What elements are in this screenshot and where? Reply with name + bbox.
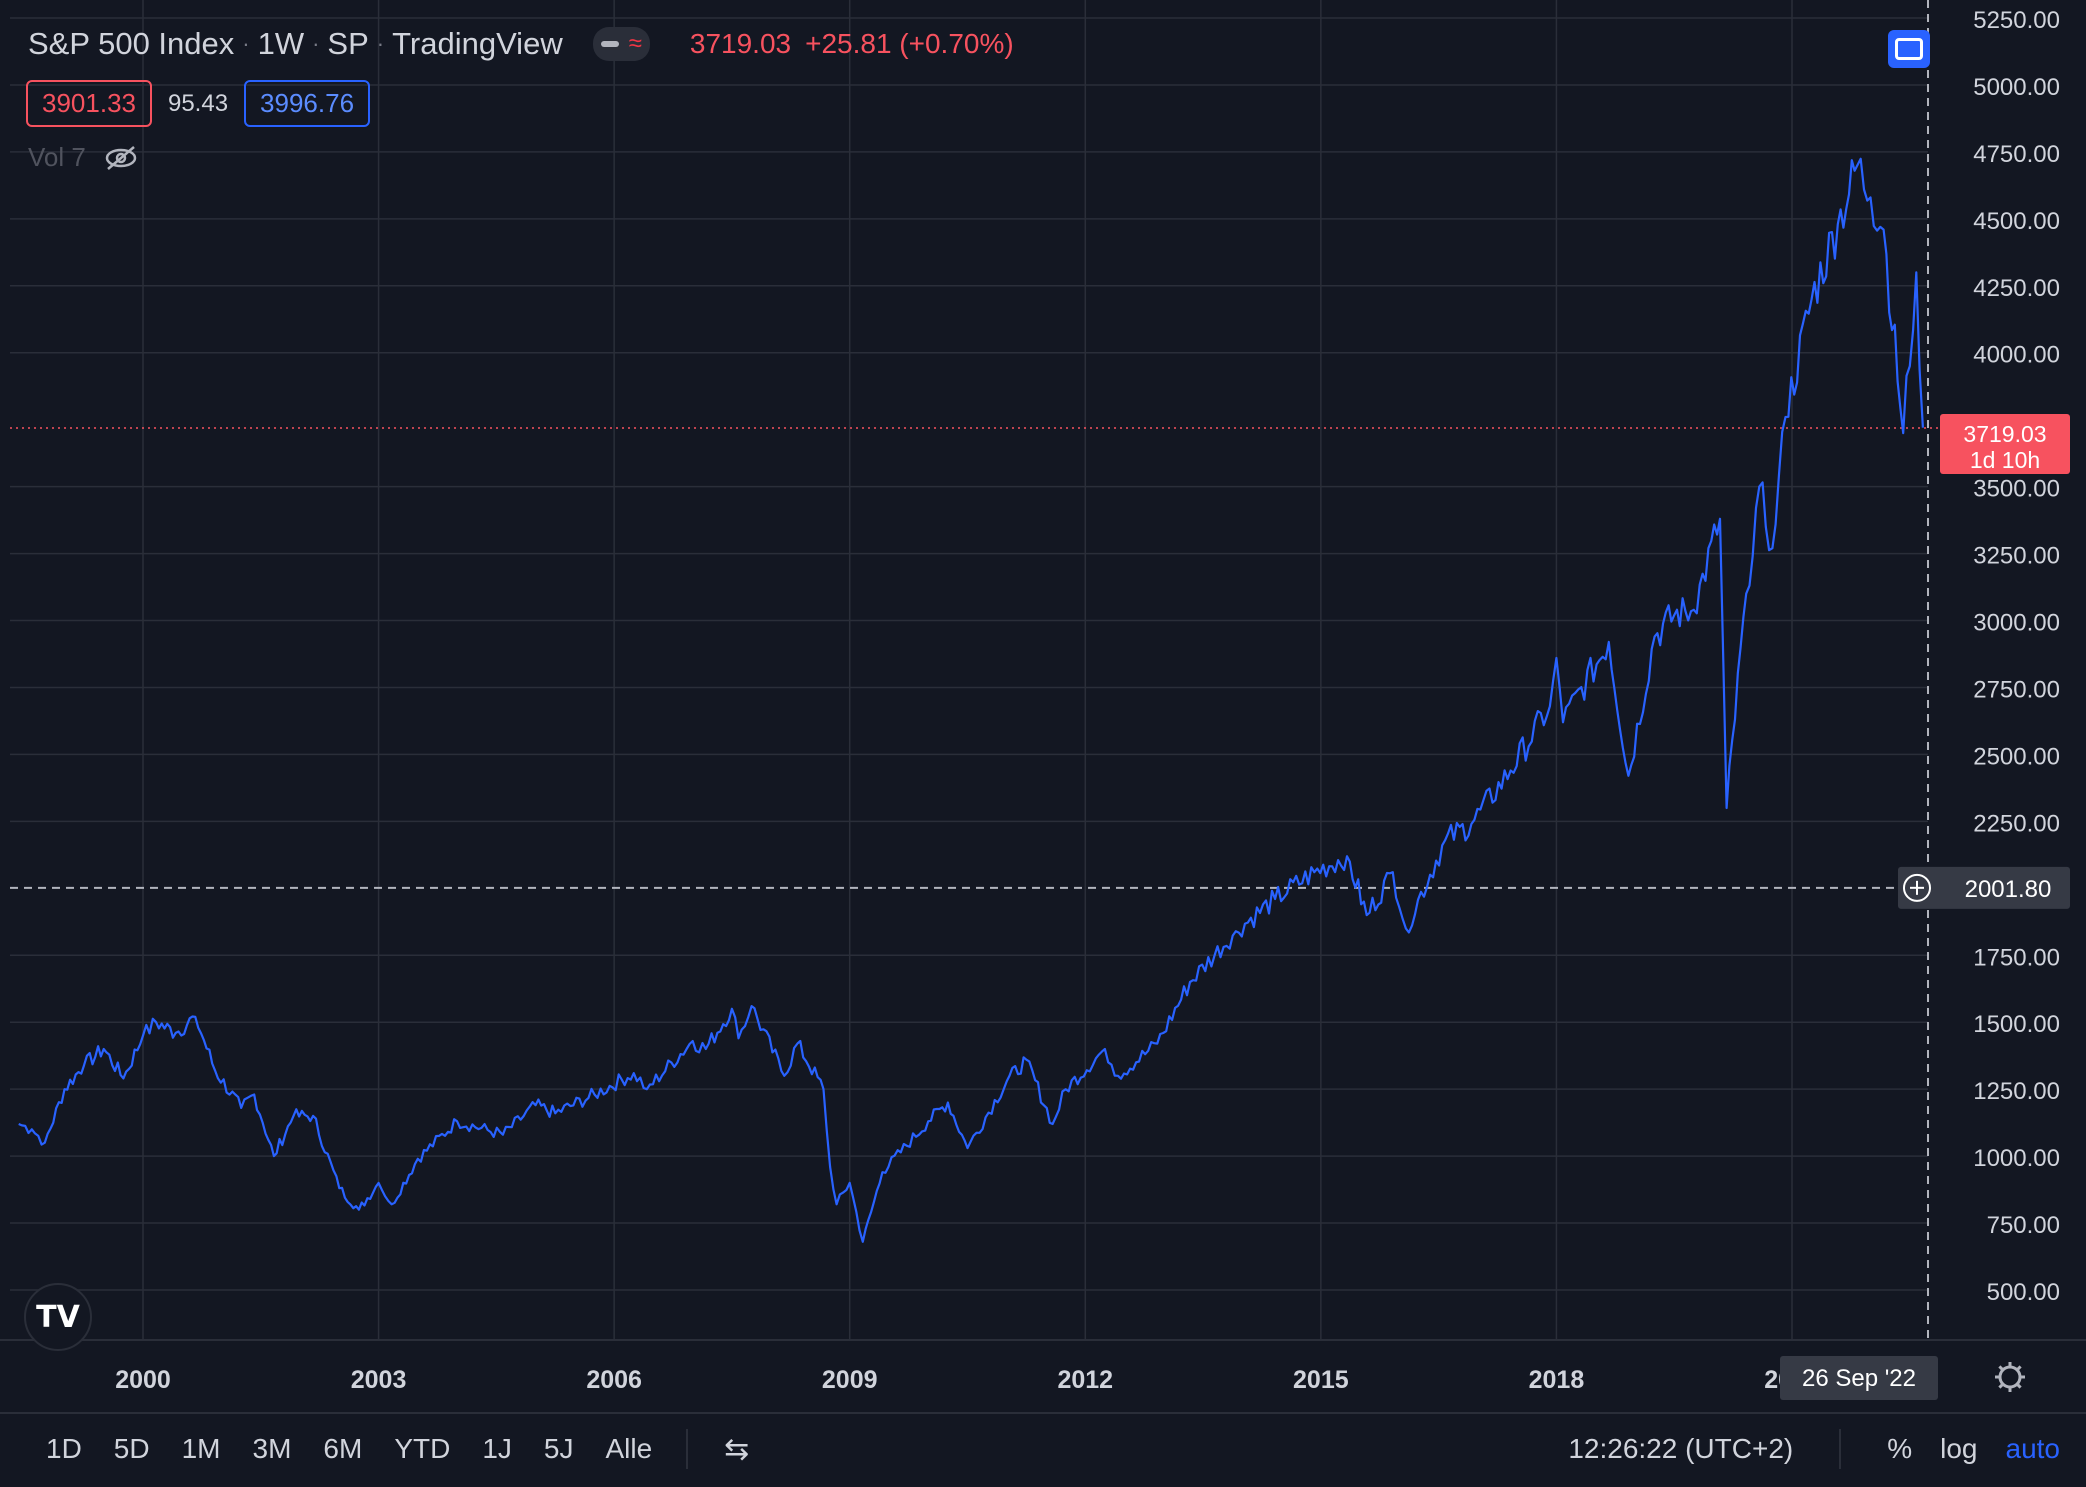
settings-gear-icon[interactable] [1995,1362,2025,1392]
y-tick-label: 4750.00 [1973,141,2060,168]
goto-date-icon[interactable]: ⇆ [724,1432,750,1466]
spread-value: 95.43 [167,89,229,117]
buy-button[interactable]: 3996.76 [244,80,371,127]
x-tick-label: 2012 [1057,1366,1113,1394]
order-buttons: 3901.33 95.43 3996.76 [26,80,371,127]
range-6m[interactable]: 6M [323,1433,363,1464]
range-1d[interactable]: 1D [46,1433,82,1464]
y-tick-label: 5000.00 [1973,74,2060,101]
y-tick-label: 1250.00 [1973,1078,2060,1105]
range-ytd[interactable]: YTD [394,1433,451,1464]
toolbar-divider [1839,1429,1842,1469]
range-1j[interactable]: 1J [482,1433,512,1464]
series-line [18,157,1924,1243]
x-tick-label: 2003 [351,1366,407,1394]
legend-separator: · [242,31,250,56]
legend-separator: · [312,31,320,56]
grid [0,0,2086,1341]
x-axis[interactable]: 20002003200620092012201520182021 [115,1366,1820,1394]
date-range-selector: 1D 5D 1M 3M 6M YTD 1J 5J Alle [30,1433,668,1465]
gear-tooth [1998,1365,2004,1371]
series-layer [18,157,1924,1243]
y-tick-label: 2750.00 [1973,676,2060,703]
y-tick-label: 500.00 [1987,1279,2060,1306]
range-5j[interactable]: 5J [543,1433,574,1464]
price-change: +25.81 (+0.70%) [805,28,1014,59]
last-price-tag-value: 3719.03 [1963,421,2046,447]
y-tick-label: 4000.00 [1973,342,2060,369]
fullscreen-icon [1895,38,1923,60]
legend-toggle[interactable]: ≈ [592,27,650,61]
y-tick-label: 4250.00 [1973,275,2060,302]
symbol-title[interactable]: S&P 500 Index [28,26,235,61]
crosshair-date-label: 26 Sep '22 [1802,1365,1916,1392]
range-alle[interactable]: Alle [605,1433,653,1464]
range-3m[interactable]: 3M [252,1433,292,1464]
auto-toggle[interactable]: auto [2005,1433,2061,1464]
legend-separator: · [376,31,385,56]
y-tick-label: 750.00 [1987,1212,2060,1239]
sell-button[interactable]: 3901.33 [26,80,152,127]
y-tick-label: 5250.00 [1973,7,2060,34]
toolbar-divider [686,1429,689,1469]
bottom-toolbar: 1D 5D 1M 3M 6M YTD 1J 5J Alle ⇆ 12:26:22… [0,1412,2086,1484]
last-price-tag [1940,413,2070,474]
timezone-clock[interactable]: 12:26:22 (UTC+2) [1568,1433,1794,1464]
y-tick-label: 2250.00 [1973,810,2060,837]
y-tick-label: 1000.00 [1973,1145,2060,1172]
log-toggle[interactable]: log [1940,1433,1978,1464]
volume-indicator[interactable]: Vol 7 [28,142,138,173]
tradingview-logo-icon[interactable]: TV [24,1283,92,1351]
y-tick-label: 2500.00 [1973,743,2060,770]
fullscreen-button[interactable] [1888,30,1930,68]
exchange-label: SP [327,26,369,61]
x-tick-label: 2000 [115,1366,171,1394]
x-tick-label: 2018 [1529,1366,1585,1394]
y-tick-label: 3500.00 [1973,476,2060,503]
last-price-tag-countdown: 1d 10h [1970,447,2040,473]
gear-tooth [2016,1383,2022,1389]
y-tick-label: 1500.00 [1973,1011,2060,1038]
range-1m[interactable]: 1M [181,1433,221,1464]
y-tick-label: 3000.00 [1973,610,2060,637]
last-price: 3719.03 [689,28,792,59]
scale-controls: 12:26:22 (UTC+2) % log auto [1568,1429,2060,1469]
x-tick-label: 2006 [586,1366,642,1394]
y-tick-label: 4500.00 [1973,208,2060,235]
y-tick-label: 3250.00 [1973,543,2060,570]
gear-tooth [2016,1365,2022,1371]
minus-icon [600,41,619,47]
x-tick-label: 2009 [822,1366,878,1394]
gear-tooth [1998,1383,2004,1389]
crosshair-price-label: 2001.80 [1965,876,2052,903]
crosshair-price-tag [1898,866,2070,909]
volume-label: Vol 7 [28,142,86,172]
x-tick-label: 2015 [1293,1366,1349,1394]
symbol-legend: S&P 500 Index · 1W · SP · TradingView ≈ … [28,26,1014,62]
wave-icon: ≈ [628,30,642,57]
y-tick-label: 1750.00 [1973,944,2060,971]
percent-toggle[interactable]: % [1887,1433,1913,1464]
eye-hidden-icon[interactable] [104,145,138,171]
source-label: TradingView [392,26,563,61]
crosshair-date-tag [1780,1356,1938,1400]
range-5d[interactable]: 5D [113,1433,150,1464]
y-axis[interactable]: 500.00 750.00 1000.00 1250.00 1500.00 1750.00… [1973,7,2060,1306]
gear-ring [1998,1365,2022,1389]
interval-label[interactable]: 1W [257,26,305,61]
add-alert-icon[interactable] [1903,873,1931,902]
reference-lines [10,0,1940,1340]
